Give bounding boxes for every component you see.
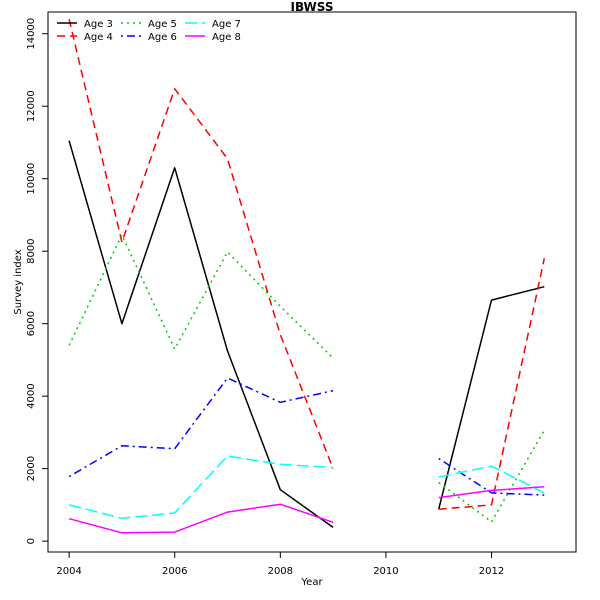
y-tick-label: 2000 [26,456,37,481]
legend: Age 3 Age 4 Age 5 Age 6 Age 7 Age 8 [57,19,241,43]
x-tick-label: 2010 [373,566,398,577]
y-axis: 0 2000 4000 6000 8000 10000 12000 14000 [26,18,49,544]
series-line-segment [438,465,545,494]
series-line-segment [68,455,334,520]
legend-label: Age 5 [148,19,177,30]
series-age-3 [68,140,545,529]
legend-label: Age 3 [84,19,113,30]
legend-item: Age 3 [57,19,113,30]
series-line-segment [438,457,545,496]
y-tick-label: 14000 [26,18,37,50]
legend-label: Age 6 [148,32,177,43]
legend-item: Age 8 [185,32,241,43]
legend-item: Age 7 [185,19,241,30]
series-line-segment [68,377,334,478]
y-tick-label: 8000 [26,238,37,263]
legend-item: Age 5 [121,19,177,30]
series-line-segment [68,503,334,534]
legend-item: Age 6 [121,32,177,43]
series-lines [68,19,546,534]
x-axis-title: Year [300,577,323,588]
series-age-7 [68,455,545,520]
series-age-4 [68,19,546,510]
series-age-5 [68,234,545,523]
y-axis-title: Survey index [13,249,24,314]
x-tick-label: 2006 [162,566,187,577]
legend-label: Age 8 [212,32,241,43]
legend-label: Age 4 [84,32,113,43]
y-tick-label: 10000 [26,163,37,195]
y-tick-label: 12000 [26,90,37,122]
series-line-segment [68,140,334,529]
x-tick-label: 2008 [268,566,293,577]
series-line-segment [438,486,545,499]
series-age-6 [68,377,545,496]
series-age-8 [68,486,545,534]
x-tick-label: 2004 [56,566,81,577]
chart-title: IBWSS [291,0,334,14]
legend-item: Age 4 [57,32,113,43]
plot-frame [47,11,577,553]
x-tick-label: 2012 [479,566,504,577]
series-line-segment [68,234,334,359]
series-line-segment [68,19,334,469]
y-tick-label: 6000 [26,311,37,336]
y-tick-label: 4000 [26,383,37,408]
x-axis: 2004 2006 2008 2010 2012 [56,551,504,577]
legend-label: Age 7 [212,19,241,30]
y-tick-label: 0 [26,538,37,544]
series-line-segment [437,285,545,510]
series-line-segment [438,258,546,510]
